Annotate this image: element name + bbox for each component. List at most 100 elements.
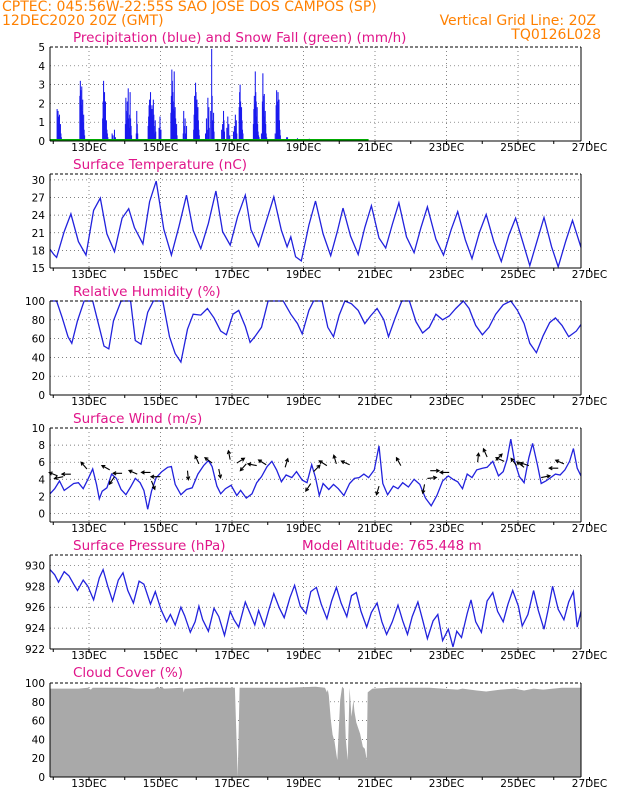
y-tick-label: 924 — [25, 623, 45, 635]
x-tick-label: 23DEC — [429, 523, 464, 535]
header-model: TQ0126L028 — [510, 27, 601, 43]
chart-panel-2: Relative Humidity (%) 0 20 40 60 80 100 13DEC 15… — [25, 284, 607, 408]
precip-bar — [204, 133, 207, 141]
precip-bar — [226, 127, 228, 141]
x-tick-label: 27DEC — [572, 778, 607, 790]
y-tick-label: 40 — [32, 352, 45, 364]
wind-arrow — [318, 460, 328, 467]
x-tick-label: 13DEC — [71, 523, 106, 535]
y-tick-label: 15 — [32, 263, 45, 275]
x-tick-label: 23DEC — [429, 142, 464, 154]
wind-arrow — [111, 471, 123, 476]
precip-bar — [213, 112, 215, 141]
wind-arrow — [48, 471, 58, 477]
panel-title: Precipitation (blue) and Snow Fall (gree… — [73, 30, 406, 46]
y-tick-label: 930 — [25, 560, 45, 572]
precip-bar — [111, 133, 113, 141]
precip-bar — [279, 135, 281, 141]
precip-bar — [260, 133, 262, 141]
x-tick-label: 25DEC — [500, 396, 535, 408]
precip-bar — [158, 127, 160, 141]
wind-arrow — [554, 459, 565, 465]
wind-arrow — [236, 457, 246, 464]
y-tick-label: 24 — [32, 210, 46, 222]
precip-bar — [221, 129, 223, 141]
y-tick-label: 40 — [32, 734, 45, 746]
precip-bar — [223, 131, 225, 141]
wind-arrow — [226, 449, 232, 460]
x-tick-label: 15DEC — [143, 396, 178, 408]
precip-bar — [222, 124, 224, 141]
x-tick-label: 25DEC — [500, 778, 535, 790]
precip-bar — [113, 129, 116, 141]
wind-arrow — [150, 480, 156, 491]
panels: Precipitation (blue) and Snow Fall (gree… — [25, 30, 607, 790]
x-tick-label: 17DEC — [214, 523, 249, 535]
wind-arrow — [108, 476, 115, 486]
chart-panel-3: Surface Wind (m/s) 0 2 4 6 8 10 13DEC 15DEC 17DEC… — [32, 411, 608, 535]
wind-arrow — [80, 461, 88, 470]
precip-bar — [274, 133, 276, 141]
precip-bar — [155, 131, 157, 141]
precip-bar — [242, 133, 244, 141]
precip-bar — [159, 116, 161, 141]
x-tick-label: 25DEC — [500, 650, 535, 662]
wind-arrow — [60, 471, 71, 477]
y-tick-label: 20 — [32, 371, 45, 383]
x-tick-label: 27DEC — [572, 142, 607, 154]
x-tick-label: 15DEC — [143, 650, 178, 662]
header-grid-line: Vertical Grid Line: 20Z — [440, 13, 596, 29]
precip-bar — [129, 92, 131, 141]
x-tick-label: 25DEC — [500, 142, 535, 154]
x-tick-label: 27DEC — [572, 396, 607, 408]
wind-arrow — [140, 470, 151, 475]
precip-bar — [130, 125, 132, 141]
wind-arrow — [482, 447, 488, 458]
precip-bar — [206, 129, 208, 141]
precip-bar — [131, 135, 133, 141]
y-tick-label: 8 — [38, 440, 45, 452]
x-tick-label: 19DEC — [286, 269, 321, 281]
wind-arrow — [149, 474, 160, 479]
panel-annotation: Model Altitude: 765.448 m — [302, 538, 482, 554]
y-tick-label: 1 — [38, 117, 45, 129]
precip-bar — [213, 131, 215, 141]
x-tick-label: 15DEC — [143, 523, 178, 535]
x-tick-label: 17DEC — [214, 650, 249, 662]
series-line — [49, 180, 582, 269]
chart-panel-0: Precipitation (blue) and Snow Fall (gree… — [38, 30, 607, 154]
y-tick-label: 0 — [38, 508, 45, 520]
x-tick-label: 21DEC — [357, 142, 392, 154]
x-tick-label: 23DEC — [429, 269, 464, 281]
x-tick-label: 23DEC — [429, 778, 464, 790]
y-tick-label: 5 — [38, 42, 45, 54]
wind-arrow — [204, 456, 213, 464]
precip-bar — [211, 48, 213, 141]
x-tick-label: 19DEC — [286, 523, 321, 535]
x-tick-label: 19DEC — [286, 142, 321, 154]
y-tick-label: 926 — [25, 602, 45, 614]
precip-bar — [265, 133, 267, 141]
precip-bar — [208, 107, 210, 141]
precip-bar — [211, 95, 213, 141]
precip-bar — [58, 114, 61, 141]
wind-arrow — [53, 475, 64, 481]
wind-arrow — [541, 474, 552, 479]
wind-arrow — [239, 463, 247, 472]
precip-bar — [208, 127, 210, 141]
wind-arrow — [100, 464, 111, 471]
wind-arrow — [217, 468, 223, 479]
precip-bar — [154, 120, 156, 141]
precip-bar — [176, 135, 178, 141]
x-tick-label: 23DEC — [429, 396, 464, 408]
y-tick-label: 80 — [32, 315, 45, 327]
x-tick-label: 15DEC — [143, 142, 178, 154]
precip-bar — [227, 116, 229, 141]
precip-bar — [184, 118, 186, 141]
x-tick-label: 13DEC — [71, 142, 106, 154]
wind-arrow — [519, 461, 530, 467]
y-tick-label: 928 — [25, 581, 45, 593]
wind-arrow — [246, 462, 257, 467]
precip-bar — [84, 135, 86, 141]
wind-arrow — [127, 469, 138, 475]
